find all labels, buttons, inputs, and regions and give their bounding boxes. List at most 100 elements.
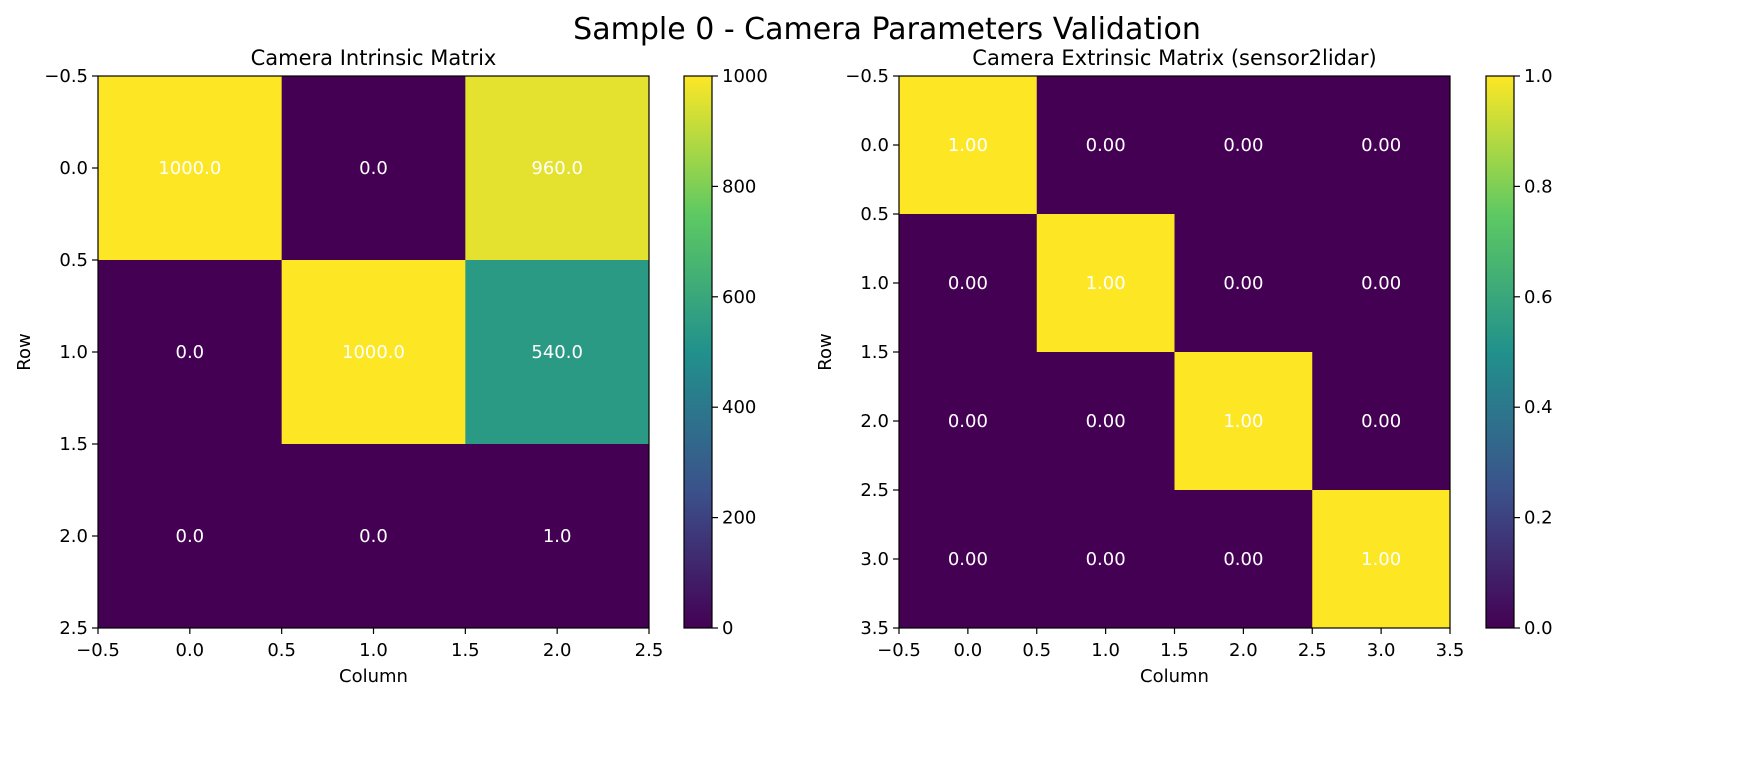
colorbar-tick-label: 1.0	[1524, 66, 1553, 87]
axes-title: Camera Intrinsic Matrix	[251, 46, 497, 70]
extrinsic-matrix-panel: 1.00 0.00 0.00 0.000.00 1.00 0.00 0.000.00 0.00…	[815, 46, 1553, 687]
axes-title: Camera Extrinsic Matrix (sensor2lidar)	[972, 46, 1376, 70]
y-tick-label: 0.0	[59, 158, 88, 179]
y-tick-label: 2.0	[860, 411, 889, 432]
x-axis-label: Column	[1140, 666, 1209, 687]
x-tick-label: 2.0	[1229, 640, 1258, 661]
y-tick-label: 0.0	[860, 135, 889, 156]
cell-value-label: 0.00	[1361, 273, 1401, 294]
x-tick-label: 1.0	[1091, 640, 1120, 661]
x-axis-label: Column	[339, 666, 408, 687]
y-tick-label: 1.5	[860, 342, 889, 363]
cell-value-label: 1.00	[948, 135, 988, 156]
heatmap-cell	[1174, 490, 1313, 629]
x-tick-label: −0.5	[877, 640, 921, 661]
heatmap-cell	[281, 76, 466, 261]
y-tick-label: 2.0	[59, 526, 88, 547]
cell-value-label: 0.00	[1223, 135, 1263, 156]
x-tick-label: 1.0	[359, 640, 388, 661]
cell-value-label: 540.0	[531, 342, 583, 363]
y-tick-label: 0.5	[59, 250, 88, 271]
x-tick-label: 0.0	[176, 640, 205, 661]
heatmap-cell	[1312, 214, 1451, 353]
colorbar-tick-label: 200	[722, 508, 756, 529]
colorbar-tick-label: 0.8	[1524, 176, 1553, 197]
heatmap-cell	[1174, 76, 1313, 215]
x-tick-label: 0.5	[267, 640, 296, 661]
colorbar-tick-label: 0.0	[1524, 618, 1553, 639]
cell-value-label: 1.00	[1086, 273, 1126, 294]
heatmap-cell	[1036, 352, 1175, 491]
cell-value-label: 0.00	[948, 411, 988, 432]
heatmap-cell	[98, 76, 283, 261]
colorbar-tick-label: 600	[722, 287, 756, 308]
heatmap-cell	[1312, 490, 1451, 629]
y-tick-label: 2.5	[59, 618, 88, 639]
heatmap-cell	[1174, 214, 1313, 353]
colorbar-tick-label: 0.2	[1524, 508, 1553, 529]
colorbar-tick-label: 0.4	[1524, 397, 1553, 418]
x-tick-label: 1.5	[1160, 640, 1189, 661]
heatmap-cell	[899, 490, 1038, 629]
cell-value-label: 0.00	[1361, 411, 1401, 432]
heatmap-cell	[899, 76, 1038, 215]
cell-value-label: 960.0	[531, 158, 583, 179]
cell-value-label: 0.00	[1223, 549, 1263, 570]
heatmap-cell	[1312, 76, 1451, 215]
cell-value-label: 1000.0	[158, 158, 221, 179]
x-tick-label: 1.5	[451, 640, 480, 661]
x-tick-label: 0.5	[1022, 640, 1051, 661]
x-tick-label: 2.5	[635, 640, 664, 661]
x-tick-label: 3.0	[1367, 640, 1396, 661]
cell-value-label: 1.00	[1361, 549, 1401, 570]
cell-value-label: 1.00	[1223, 411, 1263, 432]
y-tick-label: −0.5	[845, 66, 889, 87]
y-tick-label: 2.5	[860, 480, 889, 501]
y-tick-label: 0.5	[860, 204, 889, 225]
heatmap-cell	[1312, 352, 1451, 491]
heatmap-cell	[899, 214, 1038, 353]
figure-suptitle: Sample 0 - Camera Parameters Validation	[573, 12, 1201, 47]
colorbar-tick-label: 0.6	[1524, 287, 1553, 308]
cell-value-label: 0.00	[1223, 273, 1263, 294]
x-tick-label: 2.5	[1298, 640, 1327, 661]
colorbar-tick-label: 400	[722, 397, 756, 418]
x-tick-label: 3.5	[1436, 640, 1465, 661]
cell-value-label: 0.0	[359, 158, 388, 179]
cell-value-label: 0.0	[359, 526, 388, 547]
intrinsic-matrix-panel: 1000.0 0.0 960.0 0.0 1000.0 540.0 0.0 0.0 1.0 −0.…	[14, 46, 768, 687]
heatmap-cell	[98, 444, 283, 629]
cell-value-label: 0.00	[1086, 135, 1126, 156]
cell-value-label: 0.00	[1361, 135, 1401, 156]
x-tick-label: 2.0	[543, 640, 572, 661]
y-tick-label: 1.0	[860, 273, 889, 294]
x-tick-label: −0.5	[76, 640, 120, 661]
heatmap-cell	[1036, 76, 1175, 215]
cell-value-label: 0.0	[176, 342, 205, 363]
y-tick-label: −0.5	[44, 66, 88, 87]
colorbar	[683, 75, 713, 629]
heatmap-cell	[281, 260, 466, 445]
y-tick-label: 1.5	[59, 434, 88, 455]
colorbar-tick-label: 1000	[722, 66, 768, 87]
heatmap-cell	[1174, 352, 1313, 491]
cell-value-label: 0.00	[1086, 411, 1126, 432]
heatmap-cell	[98, 260, 283, 445]
cell-value-label: 0.00	[948, 549, 988, 570]
heatmap-cell	[465, 76, 650, 261]
y-axis-label: Row	[14, 333, 35, 370]
y-tick-label: 3.0	[860, 549, 889, 570]
heatmap-cell	[465, 444, 650, 629]
cell-value-label: 0.00	[1086, 549, 1126, 570]
cell-value-label: 0.00	[948, 273, 988, 294]
cell-value-label: 1.0	[543, 526, 572, 547]
y-axis-label: Row	[815, 333, 836, 370]
heatmap-cell	[281, 444, 466, 629]
heatmap-cell	[1036, 490, 1175, 629]
heatmap-cell	[899, 352, 1038, 491]
colorbar-tick-label: 0	[722, 618, 733, 639]
y-tick-label: 3.5	[860, 618, 889, 639]
heatmap-cell	[1036, 214, 1175, 353]
cell-value-label: 1000.0	[342, 342, 405, 363]
